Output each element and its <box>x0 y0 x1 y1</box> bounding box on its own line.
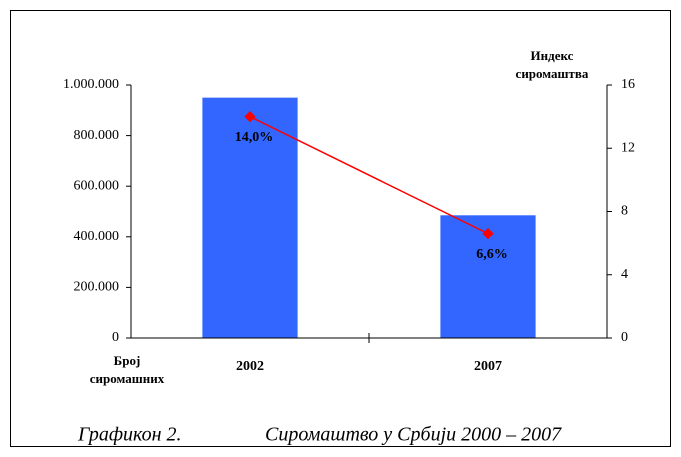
data-label: 6,6% <box>476 247 508 262</box>
y-axis-title: сиромашних <box>90 371 165 386</box>
caption-title: Сиромаштво у Србији 2000 – 2007 <box>265 424 562 446</box>
bar <box>202 97 298 339</box>
y2-axis-title: сиромаштва <box>516 66 589 81</box>
frame <box>10 10 671 447</box>
y2-tick-label: 16 <box>621 77 635 92</box>
caption-label: Графикон 2. <box>77 424 182 446</box>
x-tick-label: 2002 <box>236 359 264 374</box>
line <box>249 115 489 235</box>
y-tick-label: 1.000.000 <box>63 77 119 92</box>
point <box>482 227 494 240</box>
y2-tick-label: 12 <box>621 140 635 155</box>
data-label: 14,0% <box>235 130 274 145</box>
y-tick-label: 400.000 <box>74 229 120 244</box>
y-tick-label: 0 <box>112 330 119 345</box>
y2-tick-label: 0 <box>621 330 628 345</box>
y-tick-label: 200.000 <box>74 280 120 295</box>
y2-axis-title: Индекс <box>531 48 574 63</box>
y-axis-title: Број <box>114 353 141 368</box>
y2-tick-label: 4 <box>621 267 628 282</box>
y2-tick-label: 8 <box>621 204 628 219</box>
x-tick-label: 2007 <box>474 359 502 374</box>
y-tick-label: 600.000 <box>74 178 120 193</box>
y-tick-label: 800.000 <box>74 128 120 143</box>
